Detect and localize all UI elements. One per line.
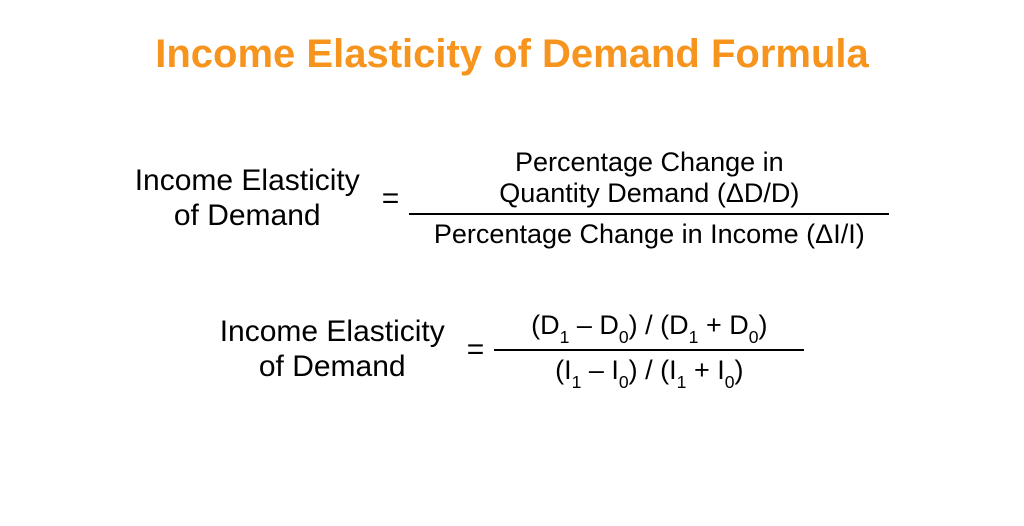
formula2-fraction: (D1 – D0) / (D1 + D0) (I1 – I0) / (I1 + … <box>494 310 804 389</box>
formula1-denominator: Percentage Change in Income (ΔI/I) <box>426 215 873 250</box>
formula-computational: Income Elasticity of Demand = (D1 – D0) … <box>0 310 1024 389</box>
formula1-fraction: Percentage Change in Quantity Demand (ΔD… <box>409 147 889 250</box>
formula1-lhs-line2: of Demand <box>135 199 360 234</box>
formula2-numerator: (D1 – D0) / (D1 + D0) <box>523 310 775 349</box>
formula2-lhs-line1: Income Elasticity <box>220 315 445 350</box>
formula1-rhs: Percentage Change in Quantity Demand (ΔD… <box>409 147 889 250</box>
formula1-lhs-line1: Income Elasticity <box>135 164 360 199</box>
formula2-denominator: (I1 – I0) / (I1 + I0) <box>547 351 751 390</box>
formula1-numerator: Percentage Change in Quantity Demand (ΔD… <box>491 147 807 213</box>
page: Income Elasticity of Demand Formula Inco… <box>0 0 1024 526</box>
formula1-num-line2: Quantity Demand (ΔD/D) <box>499 178 799 209</box>
formula2-lhs-line2: of Demand <box>220 350 445 385</box>
page-title: Income Elasticity of Demand Formula <box>0 32 1024 77</box>
formula2-equals: = <box>467 333 485 367</box>
formula2-rhs: (D1 – D0) / (D1 + D0) (I1 – I0) / (I1 + … <box>494 310 804 389</box>
formula2-lhs: Income Elasticity of Demand <box>220 315 445 384</box>
formula1-lhs: Income Elasticity of Demand <box>135 164 360 233</box>
formula1-num-line1: Percentage Change in <box>499 147 799 178</box>
formula-conceptual: Income Elasticity of Demand = Percentage… <box>0 147 1024 250</box>
formula1-equals: = <box>382 182 400 216</box>
